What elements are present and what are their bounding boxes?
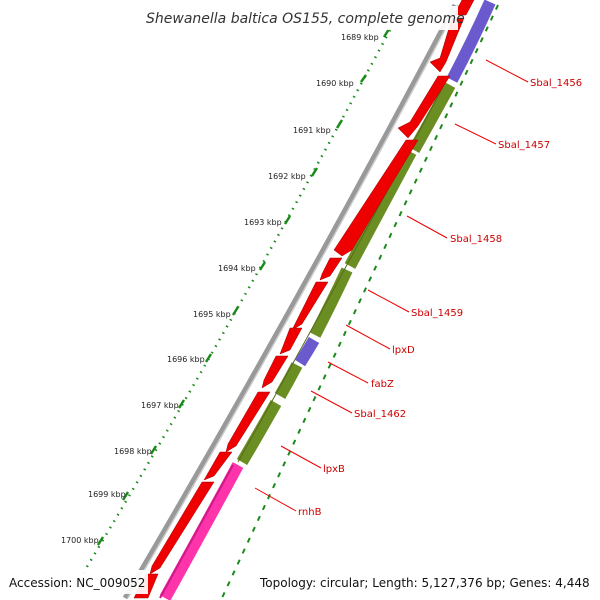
gene-track-fabZ	[274, 362, 303, 399]
tick-label-1691: 1691 kbp	[293, 126, 331, 135]
gene-track-lpxD	[294, 336, 320, 367]
gene-label-lpxD: lpxD	[392, 345, 415, 356]
gene-label-fabZ: fabZ	[371, 379, 394, 390]
gene-label-Sbal_1456: Sbal_1456	[530, 78, 582, 89]
scale-tick	[310, 167, 319, 177]
accession-text: Accession: NC_009052	[9, 576, 145, 590]
scale-tick	[359, 74, 368, 83]
tick-label-1690: 1690 kbp	[316, 79, 354, 88]
scale-tick	[382, 28, 391, 38]
cds-arrow	[149, 481, 215, 575]
leader-line	[454, 123, 497, 145]
scale-tick	[231, 306, 240, 316]
tick-label-1697: 1697 kbp	[141, 401, 179, 410]
cds-arrow	[291, 281, 329, 331]
gene-label-Sbal_1457: Sbal_1457	[498, 140, 550, 151]
gene-track-rnhB-edge	[159, 464, 234, 599]
leader-line	[254, 487, 297, 512]
tick-label-1693: 1693 kbp	[244, 218, 282, 227]
cds-arrow	[319, 257, 343, 281]
cds-arrow	[429, 17, 465, 73]
tick-label-1698: 1698 kbp	[114, 447, 152, 456]
gene-track-Sbal_1458	[344, 149, 417, 269]
gene-track-Sbal_1459	[309, 267, 353, 338]
cds-red-track	[133, 0, 475, 599]
leader-line	[310, 390, 353, 414]
topology-text: Topology: circular; Length: 5,127,376 bp…	[259, 576, 590, 590]
tick-label-1700: 1700 kbp	[61, 536, 99, 545]
gene-track-rnhB	[159, 462, 244, 600]
leader-line	[485, 59, 529, 83]
map-title: Shewanella baltica OS155, complete genom…	[146, 11, 465, 27]
gene-track-edge	[237, 84, 445, 463]
title-background	[140, 6, 458, 30]
scale-tick	[177, 399, 186, 409]
scale-tick	[335, 119, 344, 129]
leader-line	[367, 289, 410, 313]
scale-tick	[121, 491, 130, 501]
cds-arrow	[203, 451, 233, 481]
cds-arrow	[333, 139, 419, 257]
gene-track-Sbal_1457	[408, 82, 456, 153]
topology-background	[256, 570, 596, 594]
tick-label-1695: 1695 kbp	[193, 310, 231, 319]
tick-label-1699: 1699 kbp	[88, 490, 126, 499]
scale-tick	[204, 353, 213, 363]
cds-arrow	[397, 75, 451, 139]
inner-dashed-track	[221, 4, 499, 599]
tick-label-1696: 1696 kbp	[167, 355, 205, 364]
scale-tick	[258, 261, 267, 271]
leader-line	[327, 361, 369, 384]
gene-label-lpxB: lpxB	[323, 464, 345, 475]
leader-line	[280, 445, 322, 469]
tick-label-1689: 1689 kbp	[341, 33, 379, 42]
gene-track-lpxB	[236, 400, 282, 466]
scale-tick	[149, 445, 158, 455]
genome-backbone	[122, 3, 458, 600]
scale-tick	[96, 536, 105, 546]
cds-arrow	[261, 355, 289, 389]
scale-ticks	[96, 28, 391, 546]
leader-line	[345, 324, 391, 350]
genome-backbone-edge	[127, 4, 459, 599]
tick-label-1692: 1692 kbp	[268, 172, 306, 181]
gene-track-Sbal_1456	[446, 0, 496, 83]
gene-label-Sbal_1459: Sbal_1459	[411, 308, 463, 319]
gene-label-leaders	[254, 59, 529, 512]
gene-label-Sbal_1458: Sbal_1458	[450, 234, 502, 245]
tick-label-1694: 1694 kbp	[218, 264, 256, 273]
leader-line	[406, 215, 448, 239]
accession-background	[4, 570, 148, 594]
gene-label-rnhB: rnhB	[298, 507, 322, 518]
scale-tick	[283, 215, 292, 225]
cds-arrow	[279, 327, 303, 355]
gene-label-Sbal_1462: Sbal_1462	[354, 409, 406, 420]
cds-arrow	[225, 391, 271, 453]
